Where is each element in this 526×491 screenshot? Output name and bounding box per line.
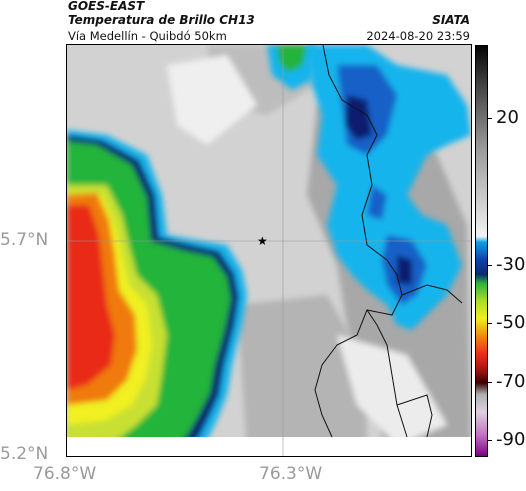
gray-patch-light-2 <box>337 335 447 445</box>
bottom-margin <box>67 437 471 456</box>
gray-patch-light <box>167 55 257 145</box>
lat-label-1: 5.7°N <box>0 230 49 250</box>
map-frame[interactable]: ★ <box>66 44 472 457</box>
map-canvas: ★ <box>67 45 471 456</box>
colorbar-tick <box>487 381 492 383</box>
department-boundary <box>314 45 463 438</box>
colorbar-tick <box>487 264 492 266</box>
lon-label-2: 76.3°W <box>259 464 323 484</box>
deep-convection-red <box>67 205 115 390</box>
colorbar <box>475 45 488 457</box>
agency-label: SIATA <box>432 13 470 27</box>
gray-patch-south <box>237 295 367 456</box>
colorbar-label: -30 <box>496 253 526 275</box>
lon-label-1: 76.8°W <box>33 464 97 484</box>
lat-label-2: 5.2°N <box>0 444 49 464</box>
star-icon: ★ <box>257 234 268 248</box>
colorbar-tick <box>487 323 492 325</box>
product-title: Temperatura de Brillo CH13 <box>68 13 255 27</box>
datetime-label: 2024-08-20 23:59 <box>366 29 470 43</box>
colorbar-label: -90 <box>496 429 526 451</box>
colorbar-tick <box>487 440 492 442</box>
colorbar-label: -50 <box>496 312 526 334</box>
colorbar-label: 20 <box>496 107 519 129</box>
satellite-source: GOES-EAST <box>68 0 145 13</box>
cold-cloud-east-navy <box>345 95 412 285</box>
colorbar-label: -70 <box>496 370 526 392</box>
route-subtitle: Vía Medellín - Quibdó 50km <box>68 29 227 43</box>
cold-cloud-north-green <box>277 45 307 73</box>
colorbar-tick <box>487 118 492 120</box>
